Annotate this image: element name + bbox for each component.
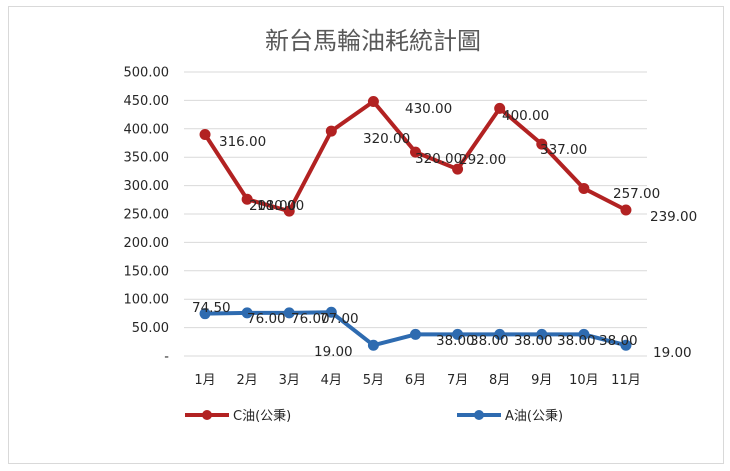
- data-point: [410, 328, 421, 340]
- data-label: 38.00: [557, 333, 596, 349]
- data-label: 74.50: [192, 300, 231, 316]
- data-point: [452, 328, 464, 340]
- data-point: [241, 193, 253, 205]
- x-tick-label: 11月: [611, 373, 641, 388]
- legend-swatch-marker: [202, 410, 212, 420]
- x-tick-label: 8月: [489, 373, 510, 388]
- legend-swatch-marker: [474, 410, 484, 420]
- data-point: [536, 328, 548, 340]
- data-point: [452, 163, 464, 175]
- x-tick-label: 4月: [321, 373, 342, 388]
- data-point: [283, 205, 295, 217]
- line-chart: 新台馬輪油耗統計圖 - 50.00 100.00 150.00 200.00 250.00…: [124, 27, 698, 424]
- data-label: 38.00: [514, 333, 553, 349]
- data-point: [578, 328, 590, 340]
- data-label: 201.00: [249, 198, 296, 214]
- chart-frame: 新台馬輪油耗統計圖 - 50.00 100.00 150.00 200.00 250.00…: [8, 6, 724, 464]
- y-tick-label: -: [164, 350, 169, 365]
- data-labels-layer: 316.00201.00180.00320.00430.00320.00292.…: [192, 101, 697, 361]
- y-tick-label: 250.00: [124, 208, 170, 223]
- data-point: [494, 102, 506, 114]
- data-point: [367, 96, 379, 108]
- data-label: 180.00: [257, 198, 304, 214]
- data-label: 77.00: [320, 311, 359, 327]
- legend: C油(公秉) A油(公秉): [185, 408, 563, 424]
- x-tick-label: 9月: [531, 373, 552, 388]
- data-label: 19.00: [653, 345, 692, 361]
- data-point: [367, 339, 379, 351]
- data-label: 320.00: [415, 151, 462, 167]
- data-point: [325, 306, 337, 318]
- data-label: 316.00: [219, 134, 266, 150]
- data-point: [199, 308, 211, 320]
- data-point: [283, 307, 295, 319]
- y-tick-label: 150.00: [124, 264, 170, 279]
- x-tick-label: 10月: [569, 373, 599, 388]
- x-tick-label: 1月: [194, 373, 215, 388]
- y-axis-tick-labels: - 50.00 100.00 150.00 200.00 250.00 300.00 350.…: [124, 66, 170, 365]
- x-axis-tick-labels: 1月 2月 3月 4月 5月 6月 7月 8月 9月 10月 11月: [194, 373, 640, 388]
- data-label: 38.00: [599, 333, 638, 349]
- series-layer: [199, 96, 632, 351]
- gridlines: [184, 71, 647, 357]
- y-tick-label: 500.00: [124, 66, 170, 81]
- y-tick-label: 200.00: [124, 236, 170, 251]
- data-point: [199, 128, 211, 140]
- y-tick-label: 400.00: [124, 122, 170, 137]
- y-tick-label: 450.00: [124, 94, 170, 109]
- data-label: 257.00: [613, 186, 660, 202]
- y-tick-label: 100.00: [124, 293, 170, 308]
- data-point: [241, 307, 253, 319]
- data-point: [410, 146, 421, 158]
- data-label: 239.00: [650, 209, 697, 225]
- data-point: [494, 328, 506, 340]
- x-tick-label: 6月: [405, 373, 426, 388]
- legend-label: C油(公秉): [233, 408, 291, 424]
- data-point: [578, 182, 590, 194]
- data-label: 19.00: [314, 344, 353, 360]
- data-label: 76.00: [247, 311, 286, 327]
- data-label: 430.00: [405, 101, 452, 117]
- data-label: 76.00: [291, 311, 330, 327]
- x-tick-label: 5月: [363, 373, 384, 388]
- chart-title: 新台馬輪油耗統計圖: [265, 27, 481, 55]
- y-tick-label: 50.00: [132, 321, 169, 336]
- legend-label: A油(公秉): [505, 408, 563, 424]
- data-label: 38.00: [470, 333, 509, 349]
- data-label: 400.00: [502, 108, 549, 124]
- data-label: 292.00: [459, 152, 506, 168]
- data-point: [620, 339, 632, 351]
- y-tick-label: 350.00: [124, 151, 170, 166]
- data-label: 320.00: [363, 131, 410, 147]
- data-point: [620, 204, 632, 216]
- data-point: [536, 138, 548, 150]
- x-tick-label: 2月: [236, 373, 257, 388]
- x-tick-label: 3月: [279, 373, 300, 388]
- data-label: 337.00: [540, 142, 587, 158]
- x-tick-label: 7月: [447, 373, 468, 388]
- data-label: 38.00: [436, 333, 475, 349]
- y-tick-label: 300.00: [124, 179, 170, 194]
- data-point: [325, 125, 337, 137]
